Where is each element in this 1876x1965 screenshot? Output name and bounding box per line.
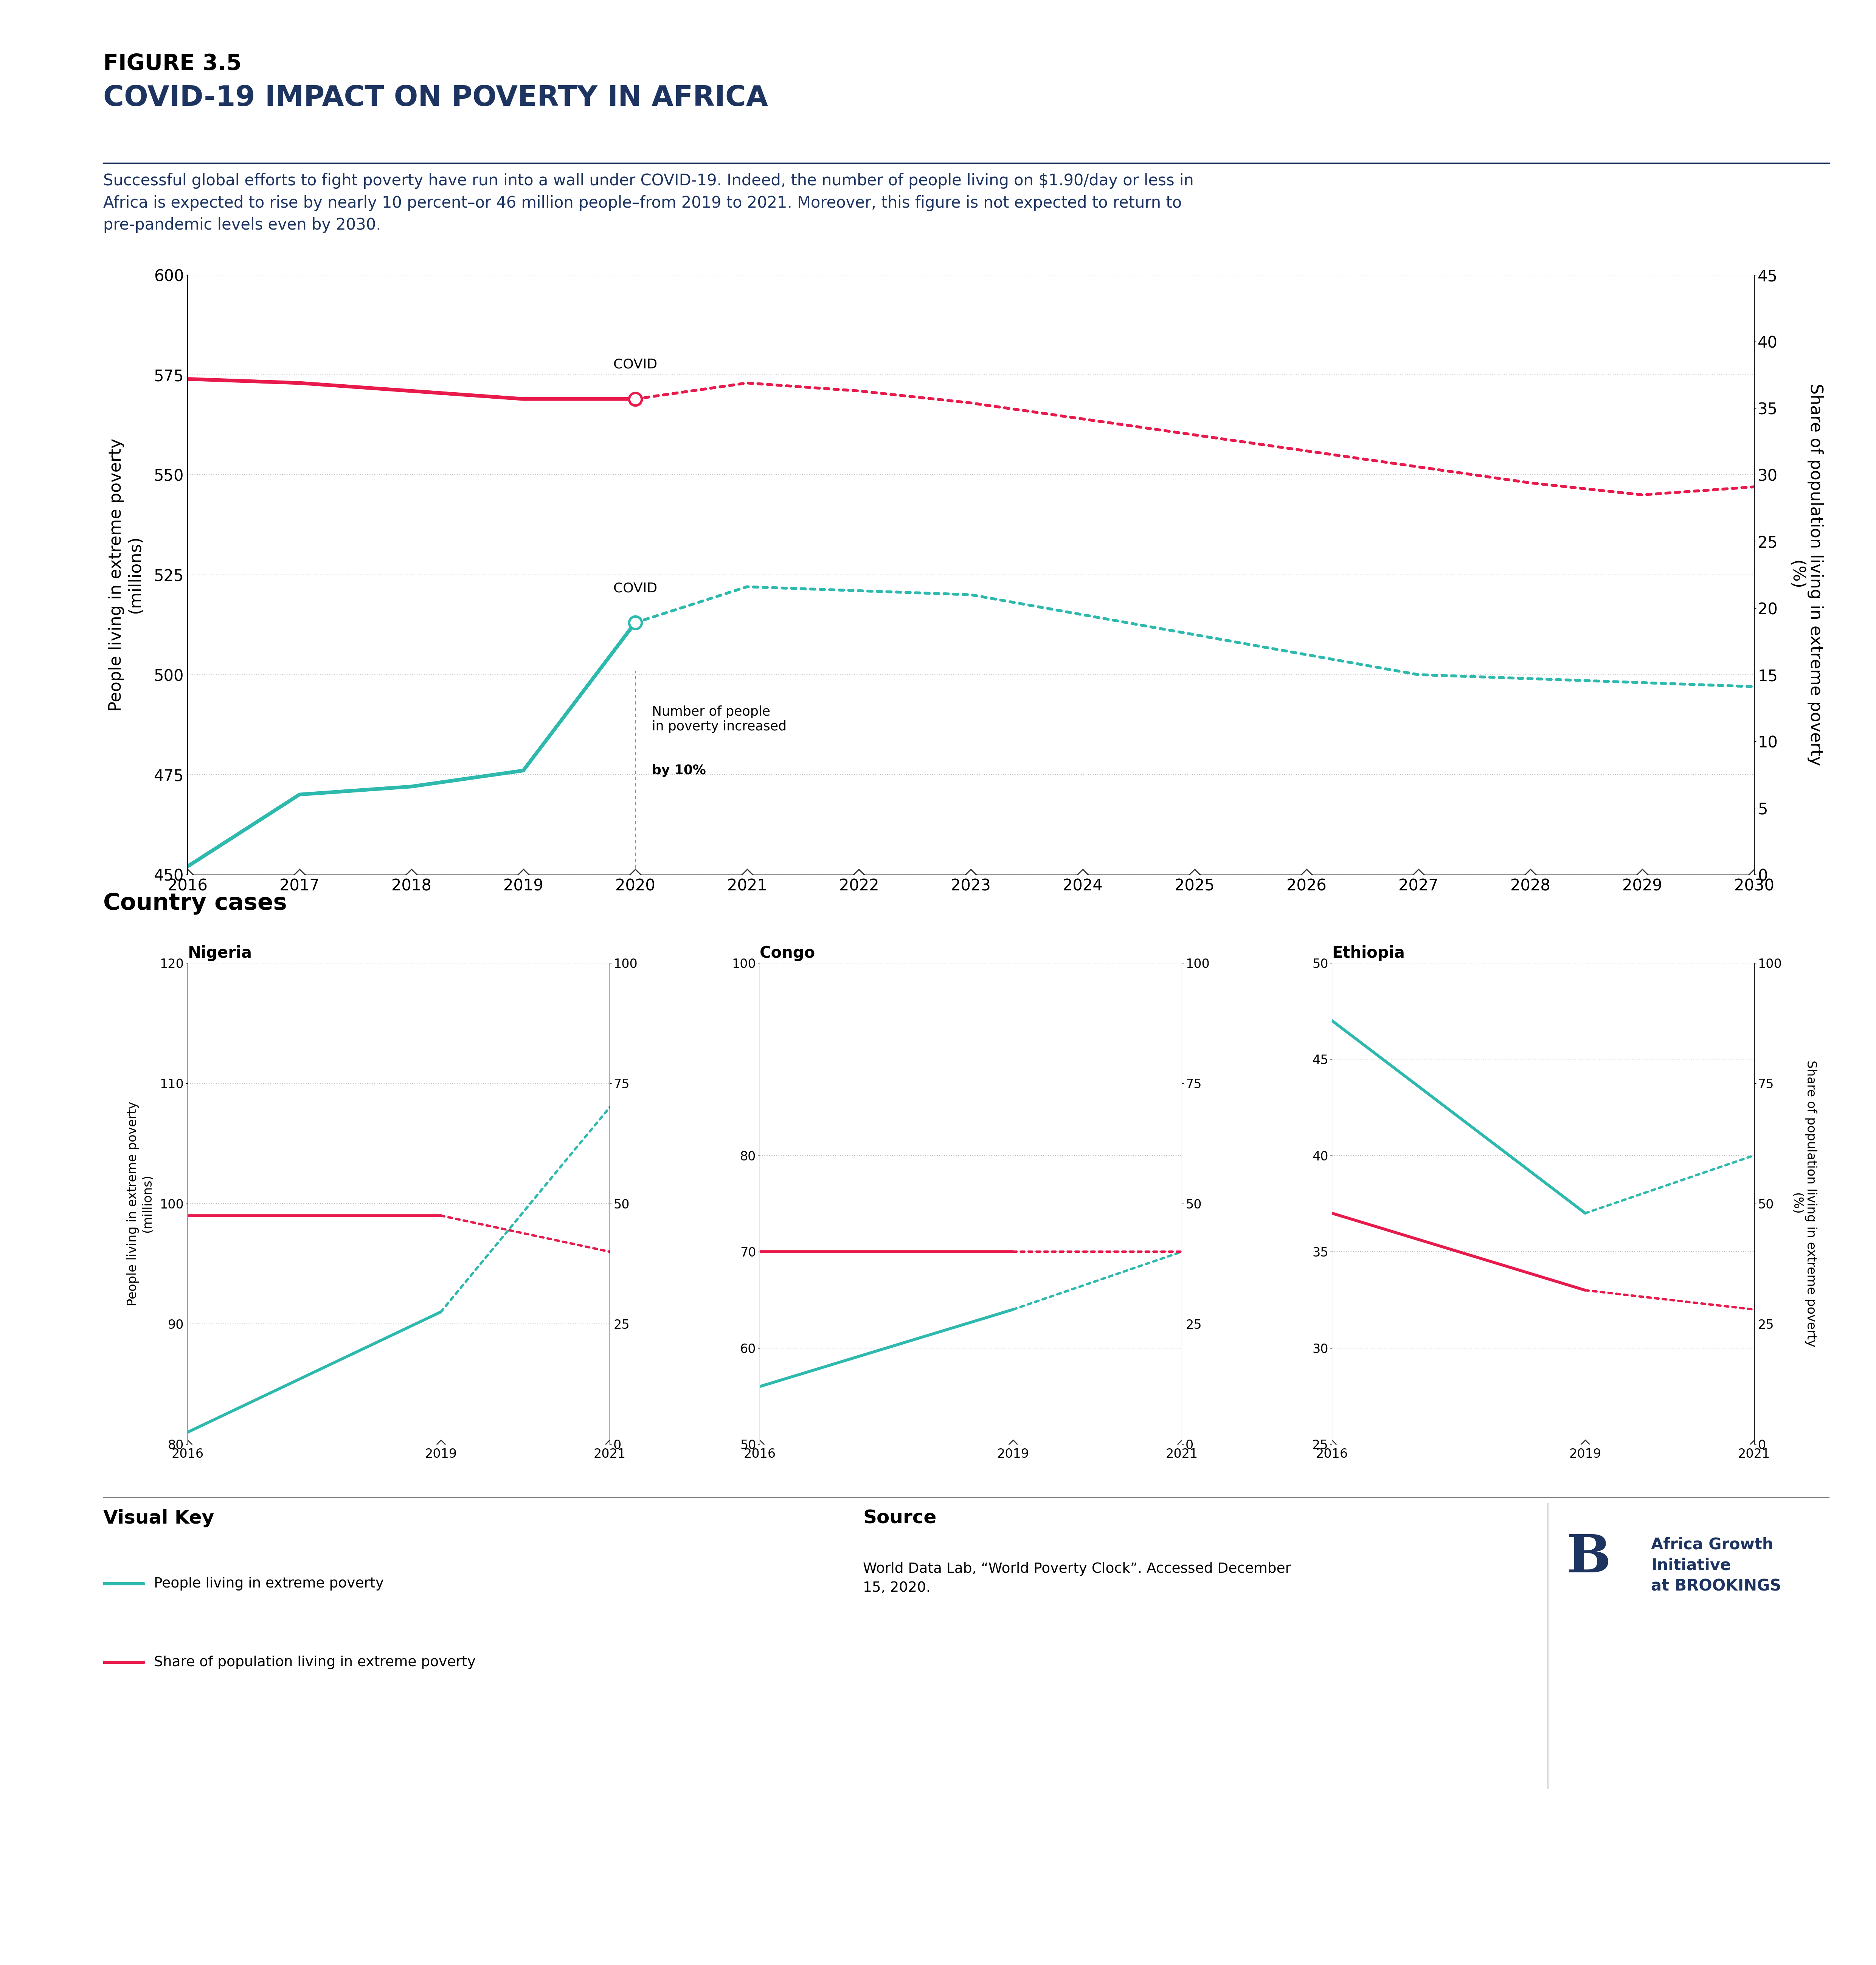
Y-axis label: People living in extreme poverty
(millions): People living in extreme poverty (millio… [126, 1100, 154, 1307]
Text: Nigeria: Nigeria [188, 945, 251, 961]
Text: Number of people
in poverty increased: Number of people in poverty increased [653, 705, 786, 749]
Text: Share of population living in extreme poverty: Share of population living in extreme po… [154, 1656, 477, 1668]
Text: Visual Key: Visual Key [103, 1509, 214, 1527]
Text: World Data Lab, “World Poverty Clock”. Accessed December
15, 2020.: World Data Lab, “World Poverty Clock”. A… [863, 1562, 1291, 1596]
Text: Africa Growth
Initiative
at BROOKINGS: Africa Growth Initiative at BROOKINGS [1651, 1537, 1780, 1594]
Text: B: B [1566, 1533, 1611, 1584]
Y-axis label: People living in extreme poverty
(millions): People living in extreme poverty (millio… [109, 438, 143, 711]
Text: People living in extreme poverty: People living in extreme poverty [154, 1578, 385, 1590]
Text: COVID-19 IMPACT ON POVERTY IN AFRICA: COVID-19 IMPACT ON POVERTY IN AFRICA [103, 84, 767, 112]
Text: Congo: Congo [760, 945, 816, 961]
Text: Source: Source [863, 1509, 936, 1527]
Y-axis label: Share of population living in extreme poverty
(%): Share of population living in extreme po… [1788, 383, 1823, 766]
Text: COVID: COVID [613, 582, 657, 595]
Y-axis label: Share of population living in extreme poverty
(%): Share of population living in extreme po… [1790, 1061, 1818, 1346]
Text: COVID: COVID [613, 358, 657, 371]
Text: Country cases: Country cases [103, 892, 287, 914]
Text: by 10%: by 10% [653, 764, 705, 776]
Text: Ethiopia: Ethiopia [1332, 945, 1405, 961]
Text: FIGURE 3.5: FIGURE 3.5 [103, 53, 242, 75]
Text: Successful global efforts to fight poverty have run into a wall under COVID-19. : Successful global efforts to fight pover… [103, 173, 1193, 234]
